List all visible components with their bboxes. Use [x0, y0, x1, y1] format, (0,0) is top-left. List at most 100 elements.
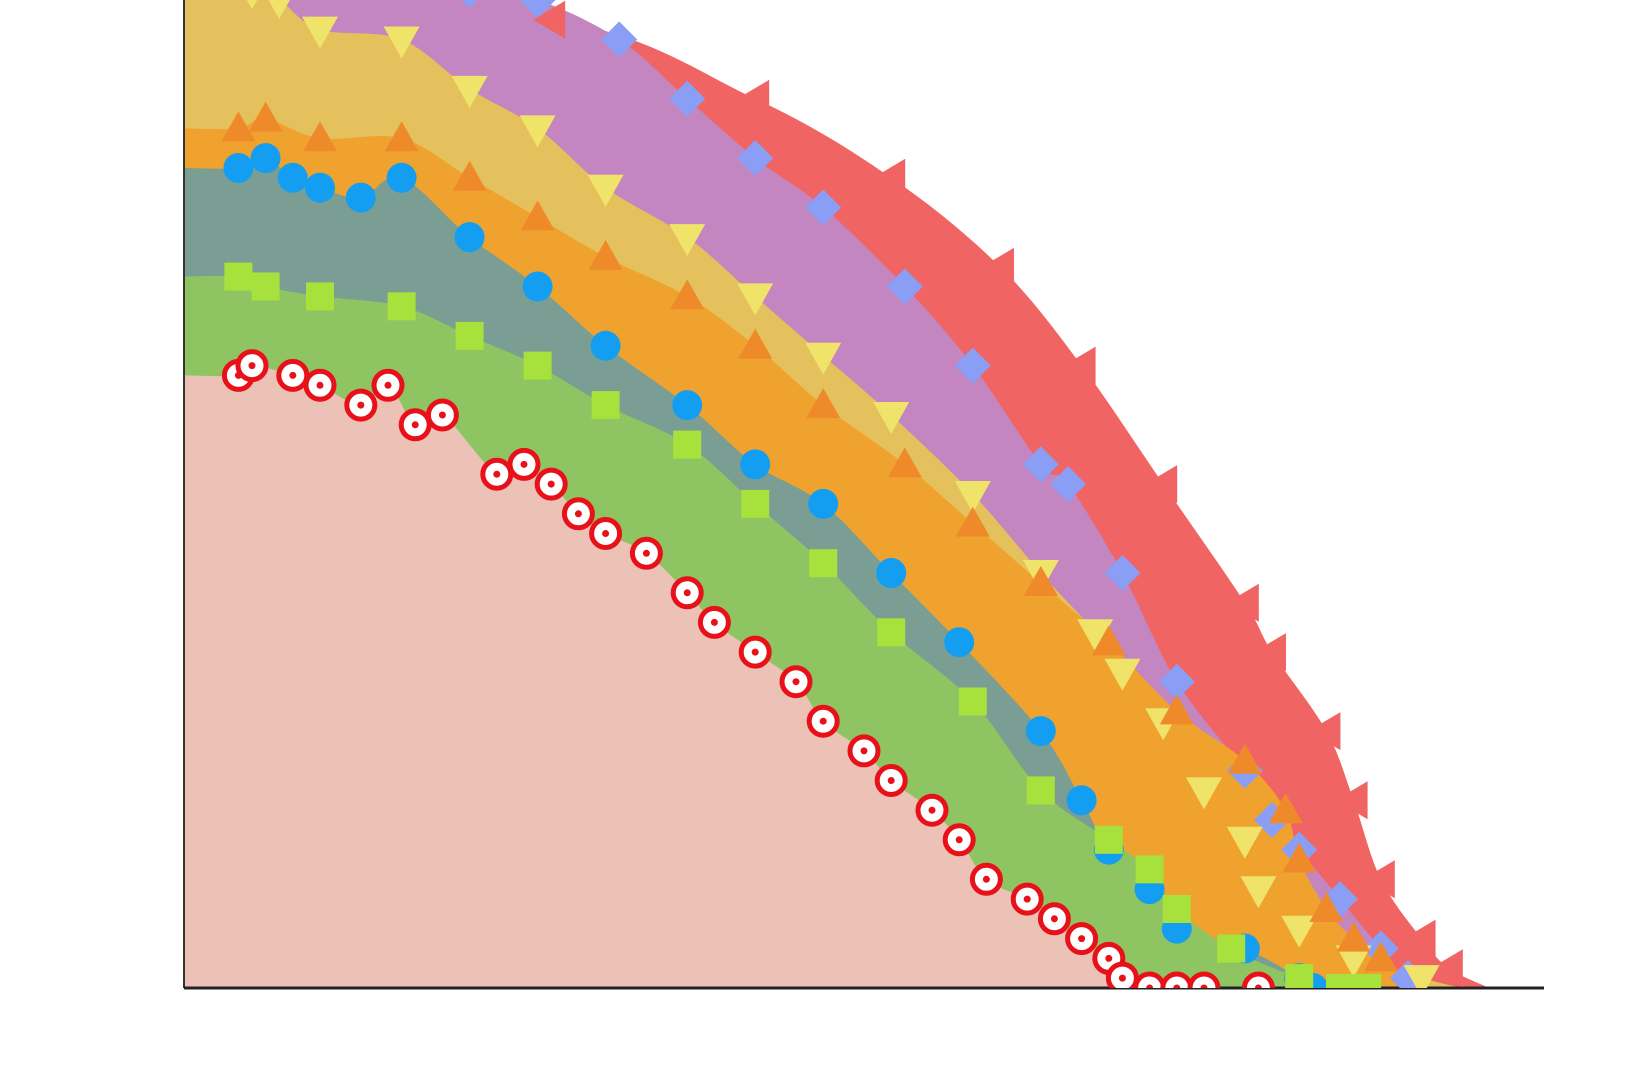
series-1-point-1: [461, 0, 478, 9]
series-2-point-10: [873, 402, 910, 434]
series-3-point-14: [1159, 694, 1194, 725]
series-1-point-8: [954, 347, 991, 384]
series-6-point-28: [1105, 961, 1139, 988]
series-3-point-17: [1282, 842, 1317, 873]
series-2-point-18: [1240, 876, 1277, 909]
series-2-point-9: [805, 342, 842, 375]
series-6-point-6: [398, 408, 432, 442]
series-5-point-19: [1353, 974, 1382, 988]
series-6-point-16: [738, 635, 772, 669]
series-6-point-10: [534, 467, 568, 501]
series-6-point-12: [589, 517, 623, 550]
series-0-point-6: [1226, 583, 1259, 622]
series-4-point-14: [1025, 716, 1056, 747]
series-1-point-7: [886, 268, 923, 305]
series-3-point-15: [1227, 743, 1262, 774]
series-4-point-11: [808, 488, 839, 519]
series-6-point-19: [847, 734, 881, 768]
series-2-point-21: [1403, 965, 1440, 988]
series-4-point-6: [454, 222, 485, 253]
series-0-point-10: [1362, 860, 1395, 899]
series-4-point-3: [305, 172, 335, 203]
series-3-point-4: [452, 160, 487, 191]
series-5-point-13: [1094, 825, 1123, 854]
series-2-point-0: [246, 0, 258, 10]
series-5-point-1: [251, 272, 280, 301]
series-4-point-7: [522, 271, 553, 302]
series-6-point-1: [235, 349, 269, 383]
series-5-point-12: [1026, 776, 1055, 805]
series-6-point-31: [1187, 971, 1221, 988]
series-6-point-14: [670, 576, 704, 610]
series-1-point-5: [737, 140, 774, 177]
series-5-point-15: [1162, 895, 1191, 923]
series-5-point-4: [455, 321, 484, 350]
series-5-point-8: [741, 489, 770, 518]
series-0-point-8: [1308, 712, 1341, 751]
series-1-point-3: [601, 21, 638, 58]
series-2-point-8: [737, 283, 774, 316]
series-3-point-9: [806, 388, 841, 419]
series-5-point-2: [306, 282, 334, 311]
series-3-point-19: [1336, 921, 1371, 952]
series-6-point-23: [969, 862, 1003, 896]
series-5-point-18: [1326, 974, 1354, 988]
series-3-point-11: [955, 506, 990, 537]
series-1-point-6: [805, 189, 842, 226]
series-2-point-7: [669, 224, 706, 257]
series-3-point-3: [384, 121, 419, 152]
series-6-point-11: [561, 497, 595, 531]
series-6-point-21: [915, 793, 949, 827]
series-1-point-11: [1104, 555, 1141, 591]
series-4-point-4: [345, 182, 376, 213]
series-2-point-11: [954, 481, 991, 513]
series-2-point-3: [383, 26, 420, 59]
series-3-point-0: [221, 111, 256, 142]
series-0-point-0: [533, 0, 566, 39]
series-2-point-6: [587, 174, 624, 207]
series-3-point-1: [248, 101, 283, 132]
series-6-point-8: [480, 457, 514, 491]
series-6-point-7: [425, 398, 459, 432]
series-6-point-22: [942, 823, 976, 857]
series-6-point-9: [507, 447, 541, 481]
series-2-point-19: [1281, 915, 1318, 948]
series-3-point-7: [670, 279, 705, 310]
series-5-point-6: [591, 391, 620, 420]
series-6-point-4: [344, 388, 378, 422]
series-4-point-8: [590, 330, 621, 361]
series-5-point-0: [224, 262, 253, 291]
series-1-point-10: [1050, 466, 1086, 503]
series-6-area: [184, 365, 1259, 988]
series-6-point-2: [276, 358, 310, 392]
series-5-point-14: [1135, 855, 1164, 884]
series-3-point-8: [738, 328, 773, 359]
series-6-point-20: [874, 764, 908, 797]
series-3-point-20: [1363, 941, 1398, 972]
series-0-point-9: [1335, 781, 1368, 820]
series-1-point-2: [519, 0, 556, 18]
series-2-point-14: [1104, 658, 1141, 691]
series-3-point-12: [1023, 565, 1058, 596]
series-3-point-5: [520, 200, 555, 231]
series-4-point-2: [277, 162, 308, 193]
series-6-point-13: [629, 536, 663, 570]
series-2-point-20: [1335, 945, 1372, 978]
series-2-point-2: [302, 16, 338, 49]
series-1-point-12: [1158, 663, 1195, 700]
series-0-point-3: [982, 247, 1014, 286]
series-4-point-5: [386, 162, 417, 193]
series-6-point-24: [1010, 882, 1044, 916]
series-6-point-18: [806, 704, 840, 738]
series-0-point-2: [873, 158, 906, 197]
series-3-point-2: [303, 121, 337, 152]
series-2-point-13: [1077, 619, 1114, 652]
series-5-point-17: [1285, 964, 1314, 988]
series-4-point-0: [223, 153, 254, 183]
series-6-point-15: [697, 605, 731, 639]
series-1-point-9: [1022, 446, 1059, 483]
series-4-point-10: [740, 449, 771, 480]
series-4-point-1: [250, 143, 281, 174]
series-5-point-9: [809, 549, 838, 578]
